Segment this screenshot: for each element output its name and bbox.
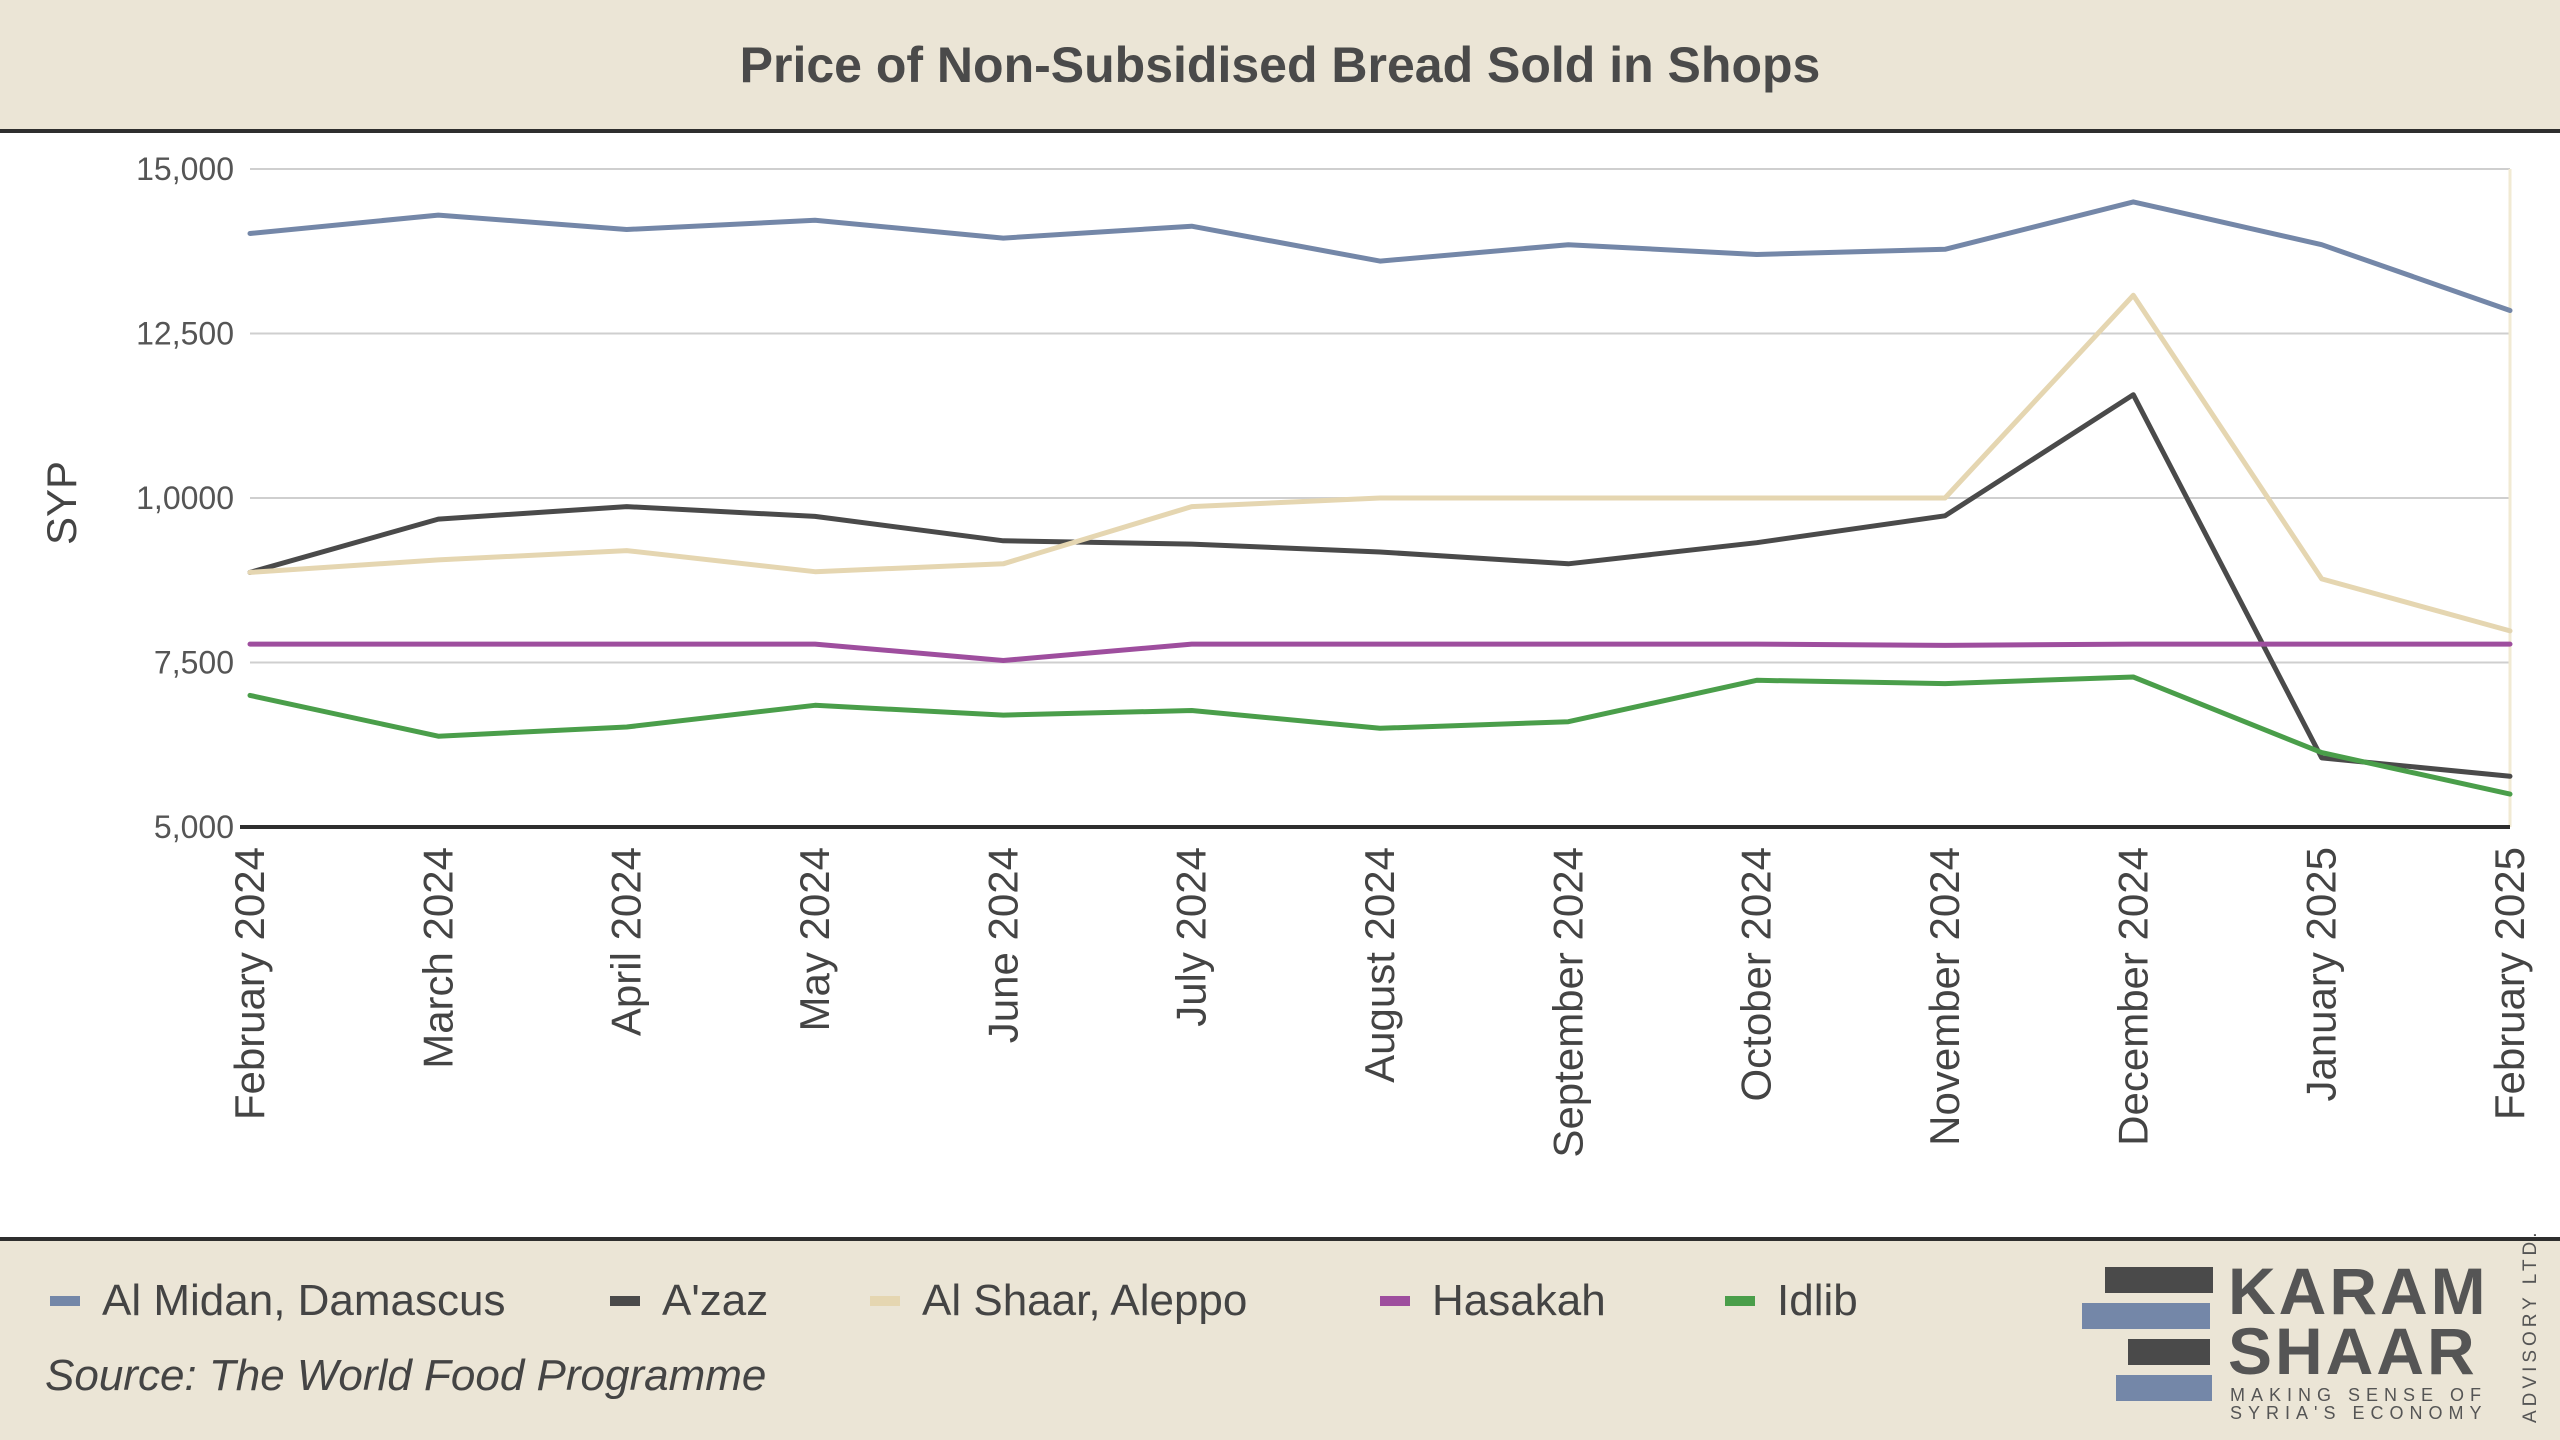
plot-area: 5,000 7,500 1,0000 12,500 15,000 SYP February … [0,133,2560,1237]
y-axis-label: SYP [38,461,85,545]
x-tick-label: August 2024 [1356,847,1403,1083]
x-tick-label: June 2024 [979,847,1026,1043]
logo-tagline-2: SYRIA'S ECONOMY [2230,1403,2488,1423]
logo-karam: KARAM [2228,1254,2489,1328]
logo-bar-1 [2105,1267,2213,1293]
legend-item: Al Midan, Damascus [50,1276,610,1326]
legend-label: Al Shaar, Aleppo [922,1276,1248,1325]
y-tick-label: 5,000 [154,809,234,845]
legend-label: Idlib [1777,1276,1858,1325]
y-tick-label: 1,0000 [136,480,234,516]
x-tick-label: April 2024 [603,847,650,1036]
x-tick-label: November 2024 [1921,847,1968,1146]
legend-swatch [870,1296,900,1306]
legend-swatch [1725,1296,1755,1306]
source-note: Source: The World Food Programme [45,1351,767,1400]
legend-swatch [1380,1296,1410,1306]
legend: Al Midan, Damascus A'zaz Al Shaar, Aleppo H… [50,1276,1925,1326]
logo-bar-2 [2082,1303,2210,1329]
legend-label: Hasakah [1432,1276,1606,1325]
legend-item: Idlib [1725,1276,1925,1326]
line-chart: 5,000 7,500 1,0000 12,500 15,000 SYP February … [38,151,2533,1158]
series-line-a-zaz [247,392,2513,779]
x-tick-label: February 2024 [226,847,273,1120]
x-tick-label: January 2025 [2298,847,2345,1102]
x-tick-label: July 2024 [1168,847,1215,1027]
legend-label: Al Midan, Damascus [102,1276,506,1325]
y-tick-label: 12,500 [136,316,234,352]
x-tick-label: September 2024 [1544,847,1591,1158]
x-tick-label: March 2024 [414,847,461,1069]
series-line-al-shaar-aleppo [247,292,2513,634]
legend-item: A'zaz [610,1276,870,1326]
logo-shaar: SHAAR [2228,1314,2478,1388]
logo-tagline-1: MAKING SENSE OF [2230,1385,2488,1405]
x-tick-label: February 2025 [2486,847,2533,1120]
legend-swatch [610,1296,640,1306]
series-line-al-midan-damascus [247,199,2513,313]
chart-title: Price of Non-Subsidised Bread Sold in Sh… [739,36,1821,93]
chart-header: Price of Non-Subsidised Bread Sold in Sh… [0,0,2560,133]
legend-item: Al Shaar, Aleppo [870,1276,1380,1326]
logo-bar-4 [2116,1375,2212,1401]
x-tick-label: May 2024 [791,847,838,1031]
legend-label: A'zaz [662,1276,769,1325]
chart-footer: Al Midan, Damascus A'zaz Al Shaar, Aleppo H… [0,1228,2560,1440]
legend-item: Hasakah [1380,1276,1725,1326]
karam-shaar-logo: KARAM SHAAR MAKING SENSE OF SYRIA'S ECON… [2080,1228,2550,1429]
logo-advisory: ADVISORY LTD. [2520,1228,2541,1423]
legend-swatch [50,1296,80,1306]
series-line-idlib [247,674,2513,797]
y-tick-label: 7,500 [154,645,234,681]
series-line-hasakah [247,641,2513,663]
y-tick-label: 15,000 [136,151,234,187]
x-tick-label: October 2024 [1733,847,1780,1102]
logo-bar-3 [2128,1339,2210,1365]
x-tick-label: December 2024 [2109,847,2156,1146]
